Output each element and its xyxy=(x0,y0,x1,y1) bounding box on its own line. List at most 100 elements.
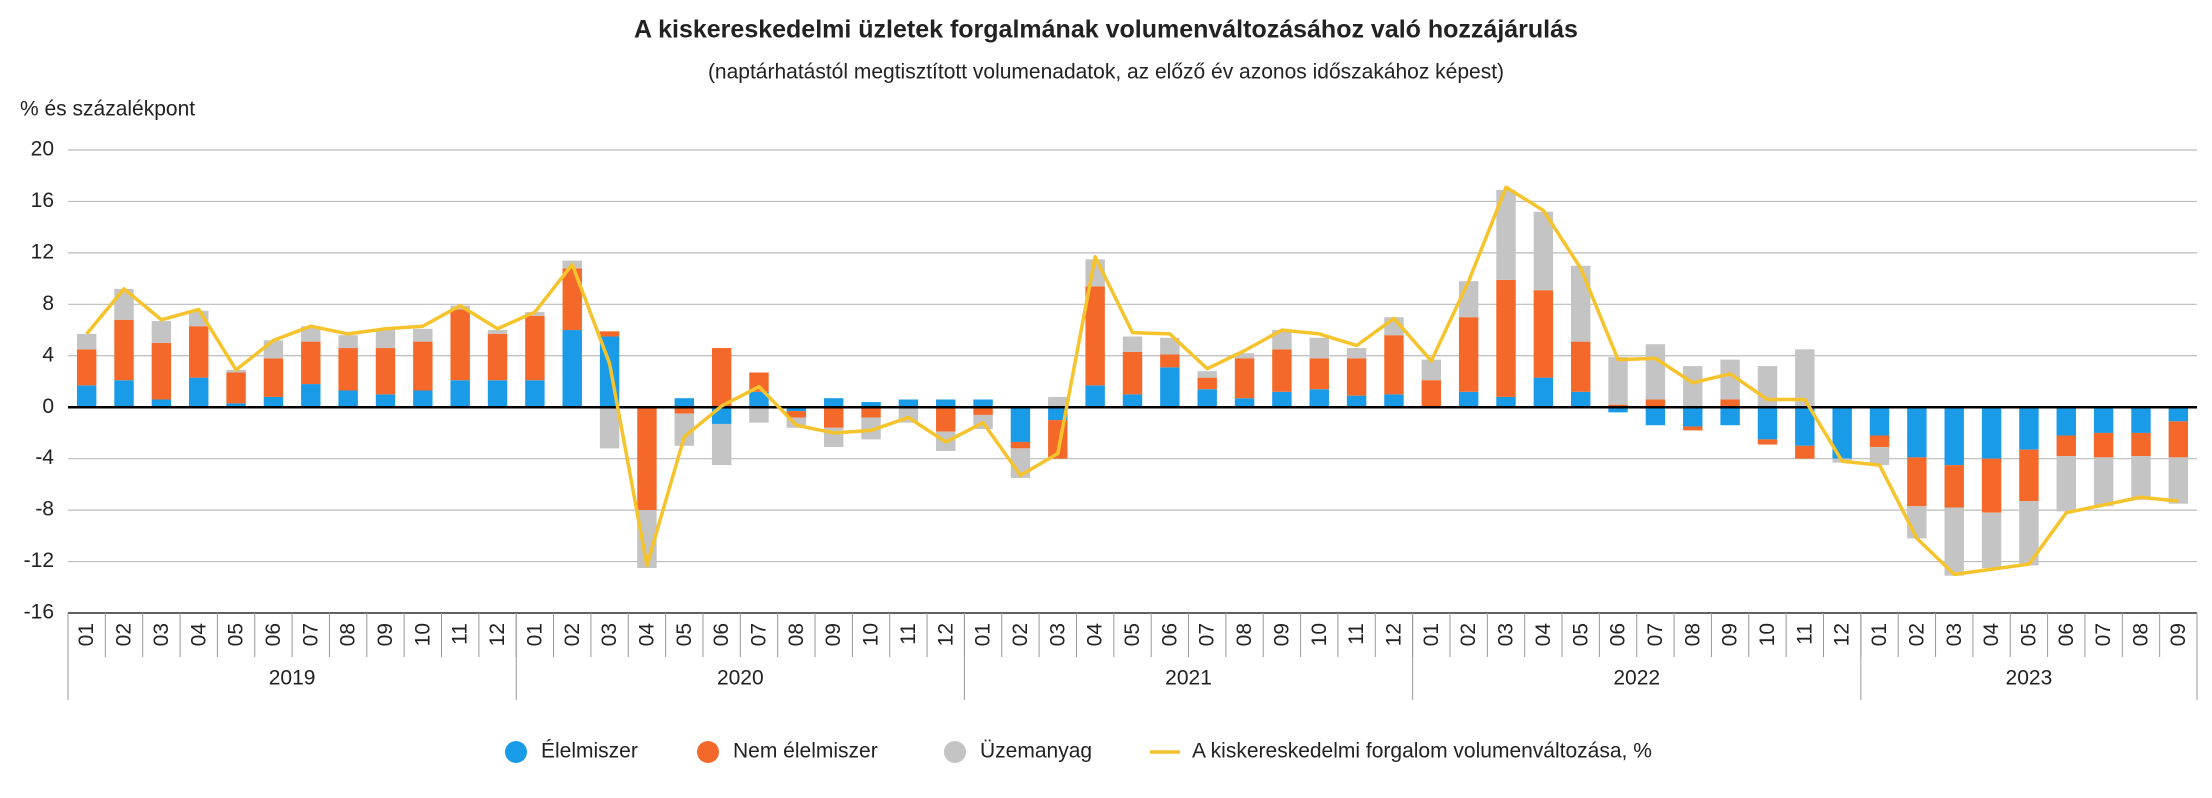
bar-segment xyxy=(599,407,620,449)
x-tick-label: 09 xyxy=(374,623,397,646)
bar-segment xyxy=(1645,399,1666,408)
bar-segment xyxy=(2093,432,2114,458)
bar-segment xyxy=(1048,396,1068,408)
bar-segment xyxy=(525,380,545,408)
bar-segment xyxy=(599,331,620,337)
year-label: 2019 xyxy=(269,667,316,690)
x-tick-label: 01 xyxy=(523,623,546,646)
bar-segment xyxy=(1272,330,1292,350)
bar-segment xyxy=(1720,399,1740,408)
bar-segment xyxy=(301,326,321,342)
bar-segment xyxy=(1944,465,1964,508)
bar-segment xyxy=(226,403,246,408)
bar-segment xyxy=(562,268,582,331)
bar-segment xyxy=(1832,407,1852,459)
bar-segment xyxy=(1570,265,1591,342)
bar-segment xyxy=(1533,290,1554,378)
x-tick-label: 02 xyxy=(1009,623,1032,646)
bar-segment xyxy=(1496,279,1516,397)
bar-segment xyxy=(936,407,956,432)
x-tick-label: 05 xyxy=(1569,623,1592,646)
bar-segment xyxy=(1683,366,1703,408)
bar-segment xyxy=(861,407,881,418)
legend-label: Nem élelmiszer xyxy=(733,740,878,763)
bar-segment xyxy=(1048,407,1068,421)
year-label: 2022 xyxy=(1613,667,1660,690)
bar-segment xyxy=(637,407,657,511)
bar-segment xyxy=(674,413,695,446)
bar-segment xyxy=(1608,407,1628,413)
bar-segment xyxy=(76,385,97,408)
bar-segment xyxy=(823,398,844,408)
bar-segment xyxy=(1795,407,1815,446)
x-tick-label: 01 xyxy=(75,623,98,646)
bar-segment xyxy=(1160,337,1180,355)
bar-segment xyxy=(151,321,172,343)
total-line xyxy=(85,185,2179,577)
bar-segment xyxy=(189,326,209,378)
bar-segment xyxy=(525,312,545,316)
legend-swatch xyxy=(697,741,719,763)
x-tick-label: 04 xyxy=(1532,623,1555,647)
bar-segment xyxy=(1197,377,1217,390)
y-tick-label: 16 xyxy=(31,189,54,212)
bar-segment xyxy=(2168,407,2189,422)
bar-segment xyxy=(1272,349,1292,392)
bar-segment xyxy=(226,372,246,404)
bar-segment xyxy=(786,407,807,412)
bar-segment xyxy=(674,407,695,414)
x-tick-label: 10 xyxy=(1756,623,1779,646)
bar-segment xyxy=(413,341,433,391)
x-tick-label: 09 xyxy=(1719,623,1742,646)
bar-segment xyxy=(749,407,769,423)
x-tick-label: 04 xyxy=(1980,623,2003,647)
bar-segment xyxy=(114,319,134,381)
x-tick-label: 09 xyxy=(2167,623,2190,646)
bar-segment xyxy=(338,390,358,408)
bar-segment xyxy=(1570,391,1591,408)
bar-segment xyxy=(1421,380,1442,408)
bar-segment xyxy=(151,342,172,400)
bar-segment xyxy=(1346,348,1367,359)
bar-segment xyxy=(1496,189,1516,280)
bar-segment xyxy=(1720,407,1740,426)
bar-segment xyxy=(2168,421,2189,458)
y-axis-label: % és százalékpont xyxy=(20,98,195,121)
bar-segment xyxy=(2019,501,2039,566)
bar-segment xyxy=(2056,435,2076,457)
bar-segment xyxy=(2131,407,2151,433)
bar-segment xyxy=(375,330,396,349)
bar-segment xyxy=(487,330,508,334)
bar-segment xyxy=(2093,457,2114,507)
bar-segment xyxy=(189,377,209,408)
x-tick-label: 07 xyxy=(748,623,771,646)
bar-segment xyxy=(2019,449,2039,502)
bar-segment xyxy=(823,407,844,428)
x-tick-label: 02 xyxy=(561,623,584,646)
bar-segment xyxy=(898,399,919,408)
bar-segment xyxy=(749,372,769,392)
y-tick-label: 8 xyxy=(42,292,54,315)
x-tick-label: 12 xyxy=(486,623,509,646)
bar-segment xyxy=(786,417,807,428)
bar-segment xyxy=(1869,435,1890,448)
x-tick-label: 03 xyxy=(598,623,621,646)
bar-segment xyxy=(301,341,321,385)
x-tick-label: 03 xyxy=(1046,623,1069,646)
bar-segment xyxy=(1234,358,1255,399)
bar-segment xyxy=(1458,391,1479,408)
x-tick-label: 05 xyxy=(2017,623,2040,646)
x-tick-label: 08 xyxy=(785,623,808,646)
bar-segment xyxy=(1533,377,1554,408)
y-tick-label: 0 xyxy=(42,395,54,418)
y-tick-label: -12 xyxy=(24,549,54,572)
bar-segment xyxy=(2131,432,2151,457)
bar-segment xyxy=(1458,317,1479,392)
bar-segment xyxy=(1869,407,1890,436)
bar-segment xyxy=(1869,447,1890,466)
x-tick-label: 06 xyxy=(262,623,285,646)
y-tick-label: 12 xyxy=(31,240,54,263)
x-tick-label: 02 xyxy=(1457,623,1480,646)
bar-segment xyxy=(674,398,695,408)
